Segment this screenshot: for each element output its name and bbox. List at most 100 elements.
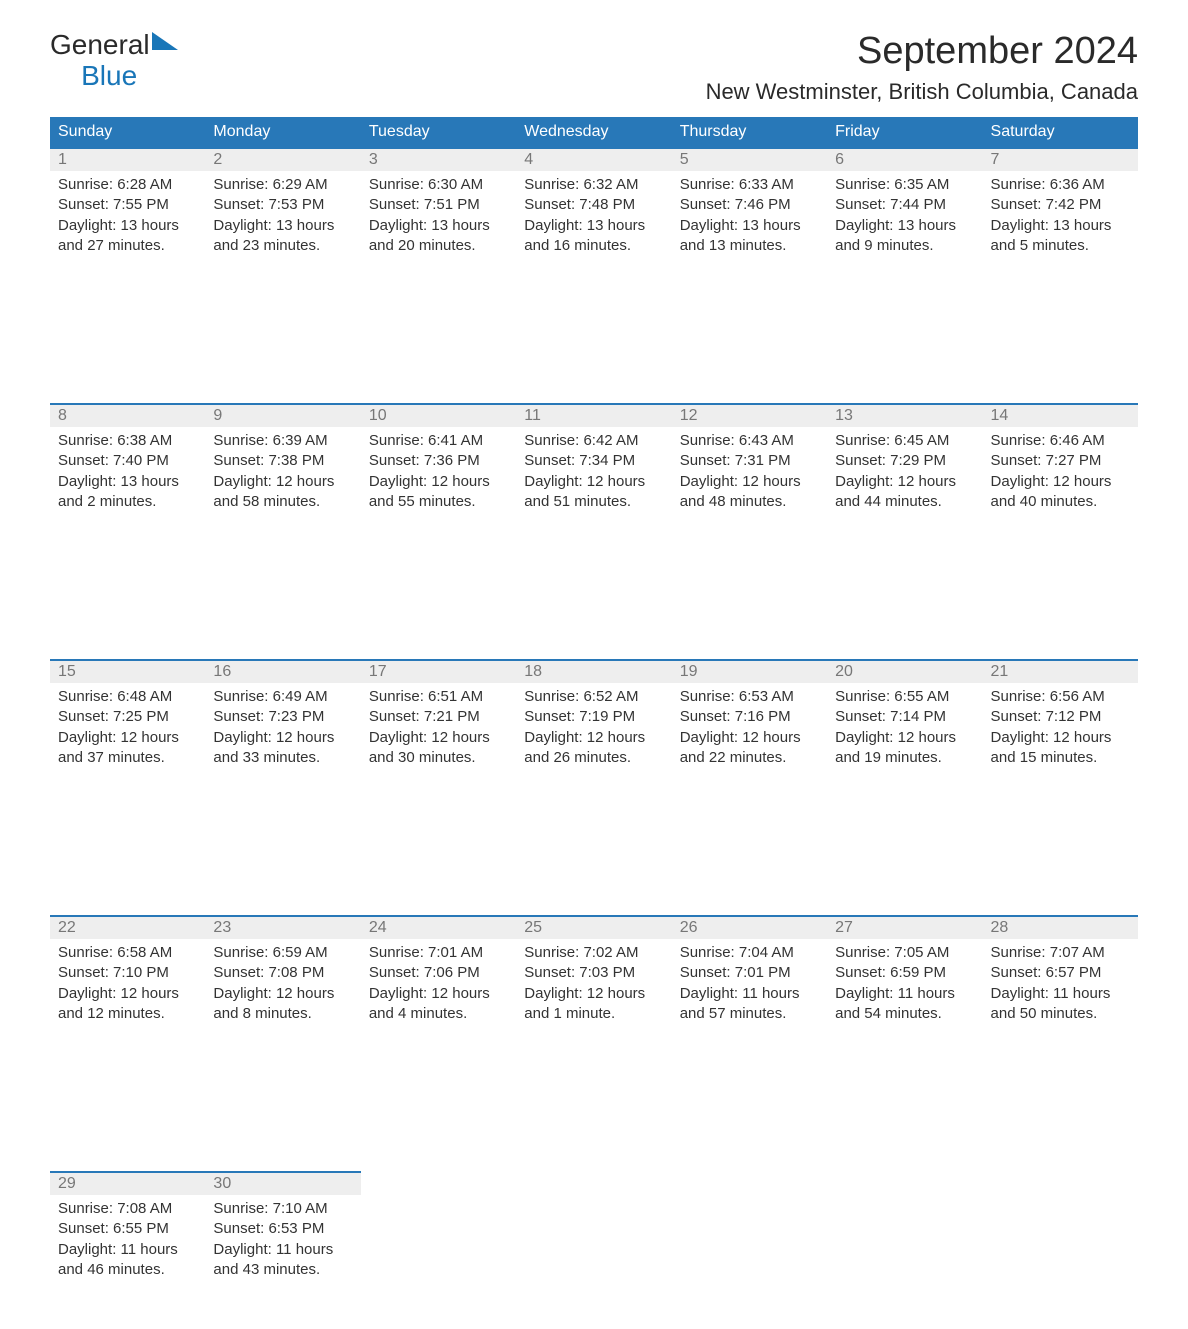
logo-flag-icon: [152, 32, 178, 50]
daylight-text: Daylight: 13 hours: [213, 216, 354, 236]
calendar-cell: 17Sunrise: 6:51 AMSunset: 7:21 PMDayligh…: [361, 659, 516, 787]
day-number: 27: [827, 917, 982, 939]
day-number: 10: [361, 405, 516, 427]
sunset-text: Sunset: 7:25 PM: [58, 707, 199, 727]
day-number-bar: 24: [361, 915, 516, 939]
calendar-cell: 3Sunrise: 6:30 AMSunset: 7:51 PMDaylight…: [361, 147, 516, 275]
calendar-cell: 11Sunrise: 6:42 AMSunset: 7:34 PMDayligh…: [516, 403, 671, 531]
day-number: 18: [516, 661, 671, 683]
calendar-cell: 7Sunrise: 6:36 AMSunset: 7:42 PMDaylight…: [983, 147, 1138, 275]
calendar-week-row: 15Sunrise: 6:48 AMSunset: 7:25 PMDayligh…: [50, 659, 1138, 787]
day-header: Wednesday: [516, 117, 671, 147]
title-block: September 2024 New Westminster, British …: [706, 30, 1138, 105]
calendar-cell: 18Sunrise: 6:52 AMSunset: 7:19 PMDayligh…: [516, 659, 671, 787]
daylight-text: Daylight: 12 hours: [835, 472, 976, 492]
day-content: Sunrise: 6:36 AMSunset: 7:42 PMDaylight:…: [983, 171, 1138, 260]
day-number: 17: [361, 661, 516, 683]
day-number: 25: [516, 917, 671, 939]
day-content: Sunrise: 6:35 AMSunset: 7:44 PMDaylight:…: [827, 171, 982, 260]
sunset-text: Sunset: 7:34 PM: [524, 451, 665, 471]
sunset-text: Sunset: 7:16 PM: [680, 707, 821, 727]
calendar-cell: 4Sunrise: 6:32 AMSunset: 7:48 PMDaylight…: [516, 147, 671, 275]
day-number: 5: [672, 149, 827, 171]
daylight-text: Daylight: 12 hours: [680, 472, 821, 492]
calendar-week-row: 29Sunrise: 7:08 AMSunset: 6:55 PMDayligh…: [50, 1171, 1138, 1299]
calendar-cell: [983, 1171, 1138, 1299]
day-content: Sunrise: 6:28 AMSunset: 7:55 PMDaylight:…: [50, 171, 205, 260]
sunrise-text: Sunrise: 6:46 AM: [991, 431, 1132, 451]
calendar-cell: 14Sunrise: 6:46 AMSunset: 7:27 PMDayligh…: [983, 403, 1138, 531]
sunrise-text: Sunrise: 6:52 AM: [524, 687, 665, 707]
daylight-text: and 20 minutes.: [369, 236, 510, 256]
daylight-text: and 57 minutes.: [680, 1004, 821, 1024]
day-content: Sunrise: 6:48 AMSunset: 7:25 PMDaylight:…: [50, 683, 205, 772]
day-content: Sunrise: 6:42 AMSunset: 7:34 PMDaylight:…: [516, 427, 671, 516]
calendar-cell: 5Sunrise: 6:33 AMSunset: 7:46 PMDaylight…: [672, 147, 827, 275]
day-content: Sunrise: 6:51 AMSunset: 7:21 PMDaylight:…: [361, 683, 516, 772]
daylight-text: Daylight: 12 hours: [58, 984, 199, 1004]
day-content: Sunrise: 7:02 AMSunset: 7:03 PMDaylight:…: [516, 939, 671, 1028]
day-content: Sunrise: 6:30 AMSunset: 7:51 PMDaylight:…: [361, 171, 516, 260]
sunrise-text: Sunrise: 6:41 AM: [369, 431, 510, 451]
daylight-text: and 22 minutes.: [680, 748, 821, 768]
logo-text: General Blue: [50, 30, 178, 92]
sunset-text: Sunset: 7:12 PM: [991, 707, 1132, 727]
daylight-text: Daylight: 12 hours: [369, 728, 510, 748]
daylight-text: Daylight: 13 hours: [369, 216, 510, 236]
sunrise-text: Sunrise: 6:55 AM: [835, 687, 976, 707]
sunset-text: Sunset: 7:44 PM: [835, 195, 976, 215]
sunset-text: Sunset: 6:55 PM: [58, 1219, 199, 1239]
day-header: Friday: [827, 117, 982, 147]
sunrise-text: Sunrise: 6:43 AM: [680, 431, 821, 451]
daylight-text: and 13 minutes.: [680, 236, 821, 256]
day-number: 19: [672, 661, 827, 683]
day-content: Sunrise: 6:58 AMSunset: 7:10 PMDaylight:…: [50, 939, 205, 1028]
calendar-cell: 21Sunrise: 6:56 AMSunset: 7:12 PMDayligh…: [983, 659, 1138, 787]
day-header: Thursday: [672, 117, 827, 147]
day-number: 23: [205, 917, 360, 939]
day-number: 6: [827, 149, 982, 171]
sunrise-text: Sunrise: 6:48 AM: [58, 687, 199, 707]
day-content: Sunrise: 6:49 AMSunset: 7:23 PMDaylight:…: [205, 683, 360, 772]
day-number-bar: 3: [361, 147, 516, 171]
day-number-bar: 30: [205, 1171, 360, 1195]
daylight-text: and 43 minutes.: [213, 1260, 354, 1280]
daylight-text: and 26 minutes.: [524, 748, 665, 768]
sunset-text: Sunset: 6:53 PM: [213, 1219, 354, 1239]
daylight-text: Daylight: 12 hours: [213, 728, 354, 748]
calendar-cell: 9Sunrise: 6:39 AMSunset: 7:38 PMDaylight…: [205, 403, 360, 531]
day-number: 12: [672, 405, 827, 427]
calendar-cell: 24Sunrise: 7:01 AMSunset: 7:06 PMDayligh…: [361, 915, 516, 1043]
daylight-text: and 19 minutes.: [835, 748, 976, 768]
daylight-text: and 54 minutes.: [835, 1004, 976, 1024]
calendar-cell: 10Sunrise: 6:41 AMSunset: 7:36 PMDayligh…: [361, 403, 516, 531]
calendar-cell: 12Sunrise: 6:43 AMSunset: 7:31 PMDayligh…: [672, 403, 827, 531]
sunset-text: Sunset: 7:42 PM: [991, 195, 1132, 215]
daylight-text: and 46 minutes.: [58, 1260, 199, 1280]
daylight-text: Daylight: 13 hours: [524, 216, 665, 236]
daylight-text: and 12 minutes.: [58, 1004, 199, 1024]
calendar-cell: 30Sunrise: 7:10 AMSunset: 6:53 PMDayligh…: [205, 1171, 360, 1299]
calendar-cell: 28Sunrise: 7:07 AMSunset: 6:57 PMDayligh…: [983, 915, 1138, 1043]
sunrise-text: Sunrise: 6:36 AM: [991, 175, 1132, 195]
day-content: Sunrise: 6:53 AMSunset: 7:16 PMDaylight:…: [672, 683, 827, 772]
sunrise-text: Sunrise: 7:05 AM: [835, 943, 976, 963]
daylight-text: and 9 minutes.: [835, 236, 976, 256]
day-number-bar: 25: [516, 915, 671, 939]
daylight-text: and 5 minutes.: [991, 236, 1132, 256]
sunrise-text: Sunrise: 6:45 AM: [835, 431, 976, 451]
day-number-bar: 28: [983, 915, 1138, 939]
day-content: Sunrise: 7:07 AMSunset: 6:57 PMDaylight:…: [983, 939, 1138, 1028]
week-separator: [50, 787, 1138, 915]
location: New Westminster, British Columbia, Canad…: [706, 79, 1138, 105]
sunrise-text: Sunrise: 6:53 AM: [680, 687, 821, 707]
daylight-text: and 1 minute.: [524, 1004, 665, 1024]
daylight-text: Daylight: 12 hours: [991, 728, 1132, 748]
sunrise-text: Sunrise: 7:01 AM: [369, 943, 510, 963]
day-header: Sunday: [50, 117, 205, 147]
day-number: 22: [50, 917, 205, 939]
daylight-text: and 58 minutes.: [213, 492, 354, 512]
daylight-text: and 33 minutes.: [213, 748, 354, 768]
day-number-bar: 16: [205, 659, 360, 683]
day-number: 16: [205, 661, 360, 683]
